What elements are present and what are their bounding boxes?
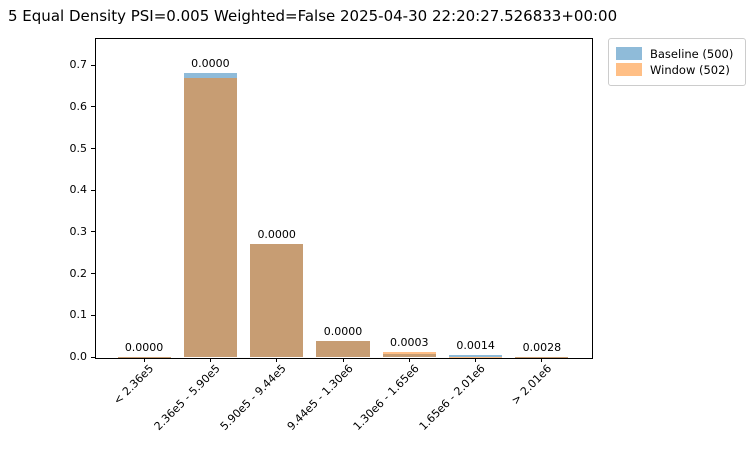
x-tick-mark — [342, 358, 344, 362]
x-tick-mark — [408, 358, 410, 362]
legend-label-baseline: Baseline (500) — [650, 46, 734, 61]
y-tick-label: 0.0 — [69, 350, 88, 363]
y-tick-mark — [91, 64, 95, 66]
legend-label-window: Window (502) — [650, 62, 730, 77]
bar-value-label: 0.0014 — [456, 339, 495, 353]
x-tick-label: 9.44e5 - 1.30e6 — [284, 362, 356, 434]
x-tick-mark — [276, 358, 278, 362]
bar-value-label: 0.0000 — [257, 227, 296, 241]
bar-value-label: 0.0000 — [124, 340, 164, 354]
x-tick-label: 1.30e6 - 1.65e6 — [350, 362, 422, 434]
x-tick-label: < 2.36e5 — [111, 362, 157, 408]
y-tick-label: 0.1 — [69, 308, 88, 322]
y-tick-mark — [91, 189, 95, 191]
x-tick-mark — [143, 358, 145, 362]
y-tick-mark — [91, 231, 95, 233]
x-tick-label: 2.36e5 - 5.90e5 — [151, 362, 223, 434]
bar-value-label: 0.0028 — [522, 340, 562, 354]
y-tick-label: 0.4 — [69, 183, 88, 197]
x-tick-mark — [541, 358, 543, 362]
y-tick-mark — [91, 273, 95, 275]
plot-area — [95, 38, 593, 359]
y-tick-label: 0.5 — [69, 141, 88, 155]
x-tick-label: > 2.01e6 — [508, 362, 555, 408]
legend-entry-window: Window (502) — [616, 62, 738, 77]
x-tick-label: 1.65e6 - 2.01e6 — [416, 362, 488, 434]
x-tick-mark — [475, 358, 477, 362]
bar-baseline — [449, 355, 503, 357]
bar-window — [250, 243, 304, 357]
y-tick-mark — [91, 148, 95, 149]
y-tick-label: 0.6 — [69, 99, 88, 113]
y-tick-mark — [91, 106, 95, 108]
legend-entry-baseline: Baseline (500) — [616, 46, 738, 61]
bar-window — [183, 77, 237, 357]
x-tick-label: 5.90e5 - 9.44e5 — [217, 362, 289, 434]
bar-value-label: 0.0003 — [390, 335, 429, 349]
bar-value-label: 0.0000 — [323, 324, 363, 338]
bar-window — [382, 351, 436, 357]
y-tick-label: 0.2 — [69, 266, 88, 280]
chart-title: 5 Equal Density PSI=0.005 Weighted=False… — [8, 7, 618, 25]
legend-swatch-baseline — [616, 47, 642, 60]
legend-swatch-window — [616, 63, 642, 76]
legend: Baseline (500) Window (502) — [608, 38, 746, 86]
y-tick-label: 0.3 — [69, 224, 88, 238]
x-tick-mark — [209, 358, 211, 362]
bar-window — [316, 340, 370, 357]
bar-value-label: 0.0000 — [191, 57, 230, 71]
y-tick-label: 0.7 — [69, 58, 88, 72]
y-tick-mark — [91, 356, 95, 358]
y-tick-mark — [91, 314, 95, 316]
